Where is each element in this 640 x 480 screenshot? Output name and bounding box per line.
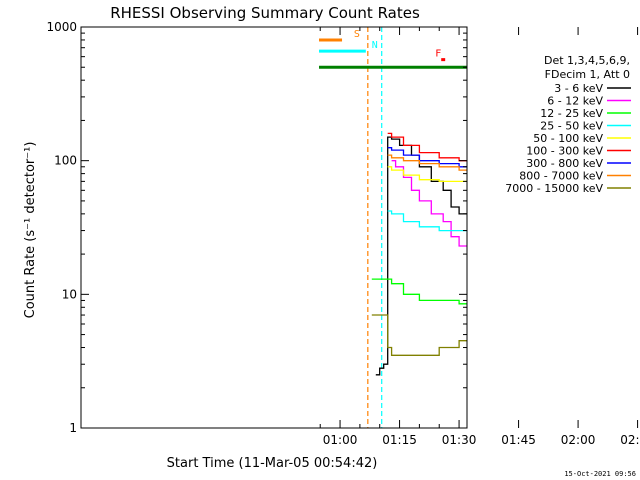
series-line-100-300keV <box>387 132 467 162</box>
legend-label: 300 - 800 keV <box>526 157 603 170</box>
series-line-7000-15000keV <box>371 314 467 356</box>
legend-label: 7000 - 15000 keV <box>505 182 603 195</box>
y-tick-label: 1000 <box>46 20 77 34</box>
x-tick-label: 02:00 <box>561 433 596 447</box>
series-line-6-12keV <box>391 160 467 247</box>
legend-label: 800 - 7000 keV <box>519 170 603 183</box>
legend-header: Det 1,3,4,5,6,9, <box>544 54 630 67</box>
x-axis-label: Start Time (11-Mar-05 00:54:42) <box>167 456 378 471</box>
series-line-800-7000keV <box>387 154 467 171</box>
series-line-25-50keV <box>387 210 467 232</box>
footer-timestamp: 15-Oct-2021 09:56 <box>564 470 636 478</box>
legend-label: 6 - 12 keV <box>547 95 603 108</box>
y-tick-label: 10 <box>62 287 77 301</box>
x-tick-label: 01:00 <box>323 433 358 447</box>
y-tick-label: 100 <box>54 154 77 168</box>
x-tick-label: 01:15 <box>382 433 417 447</box>
series-group <box>371 132 467 376</box>
series-line-50-100keV <box>387 166 467 183</box>
legend-label: 3 - 6 keV <box>554 82 603 95</box>
y-axis: 1 10 100 1000 <box>46 20 467 435</box>
x-tick-label: 01:30 <box>442 433 477 447</box>
x-tick-label: 01:45 <box>501 433 536 447</box>
legend-label: 50 - 100 keV <box>533 132 603 145</box>
flag-label-s: S <box>354 29 360 40</box>
series-line-12-25keV <box>371 278 467 305</box>
y-axis-label: Count Rate (s⁻¹ detector⁻¹) <box>23 142 38 319</box>
legend-label: 100 - 300 keV <box>526 145 603 158</box>
legend-label: 12 - 25 keV <box>540 107 603 120</box>
legend-header: FDecim 1, Att 0 <box>545 68 630 81</box>
plot-frame <box>80 26 468 429</box>
event-markers <box>367 27 383 428</box>
y-tick-label: 1 <box>69 421 77 435</box>
chart-title: RHESSI Observing Summary Count Rates <box>110 4 420 22</box>
flag-label-f: F <box>435 49 441 60</box>
series-line-3-6keV <box>375 136 467 376</box>
x-tick-label: 02:15 <box>620 433 640 447</box>
flag-label-n: N <box>372 40 378 51</box>
legend: Det 1,3,4,5,6,9,FDecim 1, Att 03 - 6 keV… <box>505 54 631 195</box>
legend-label: 25 - 50 keV <box>540 120 603 133</box>
flag-label-rd4: RD4 <box>513 64 531 75</box>
